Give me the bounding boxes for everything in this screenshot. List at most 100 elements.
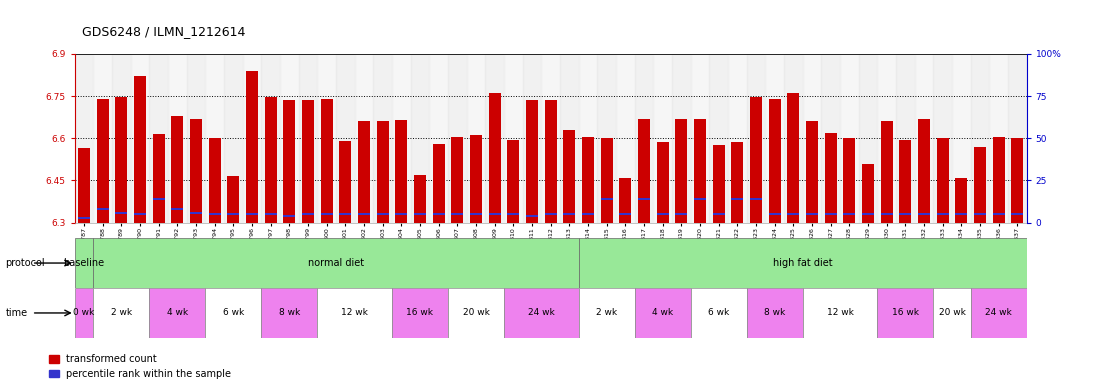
Bar: [601, 198, 613, 200]
Bar: [93, 238, 579, 288]
Bar: [321, 99, 333, 223]
Bar: [601, 138, 613, 223]
Bar: [787, 93, 799, 223]
Bar: [317, 288, 392, 338]
Bar: [653, 54, 672, 223]
Bar: [451, 213, 463, 215]
Text: 24 wk: 24 wk: [985, 308, 1012, 318]
Bar: [750, 98, 762, 223]
Text: 8 wk: 8 wk: [279, 308, 300, 318]
Bar: [190, 212, 202, 214]
Text: time: time: [5, 308, 27, 318]
Bar: [1011, 138, 1023, 223]
Bar: [280, 54, 299, 223]
Bar: [694, 119, 706, 223]
Bar: [526, 100, 538, 223]
Bar: [355, 54, 373, 223]
Bar: [657, 142, 669, 223]
Bar: [918, 213, 930, 215]
Bar: [93, 54, 112, 223]
Text: GDS6248 / ILMN_1212614: GDS6248 / ILMN_1212614: [82, 25, 246, 38]
Bar: [915, 54, 933, 223]
Bar: [675, 119, 687, 223]
Bar: [339, 141, 351, 223]
Bar: [246, 71, 258, 223]
Bar: [395, 120, 407, 223]
Bar: [899, 140, 911, 223]
Bar: [825, 213, 837, 215]
Bar: [862, 213, 874, 215]
Bar: [619, 213, 631, 215]
Text: 12 wk: 12 wk: [827, 308, 853, 318]
Bar: [489, 93, 501, 223]
Bar: [302, 100, 314, 223]
Bar: [672, 54, 691, 223]
Bar: [803, 288, 877, 338]
Text: 16 wk: 16 wk: [406, 308, 434, 318]
Bar: [429, 54, 448, 223]
Bar: [541, 54, 560, 223]
Bar: [209, 213, 221, 215]
Bar: [131, 54, 149, 223]
Text: baseline: baseline: [64, 258, 104, 268]
Bar: [582, 213, 594, 215]
Bar: [747, 54, 765, 223]
Bar: [616, 54, 635, 223]
Bar: [896, 54, 915, 223]
Text: 24 wk: 24 wk: [528, 308, 554, 318]
Bar: [489, 213, 501, 215]
Bar: [750, 198, 762, 200]
Bar: [283, 215, 295, 217]
Bar: [784, 54, 803, 223]
Bar: [358, 121, 370, 223]
Bar: [694, 198, 706, 200]
Bar: [675, 213, 687, 215]
Text: high fat diet: high fat diet: [773, 258, 832, 268]
Bar: [731, 198, 743, 200]
Bar: [635, 54, 653, 223]
Bar: [713, 213, 725, 215]
Bar: [825, 132, 837, 223]
Bar: [881, 213, 893, 215]
Bar: [504, 288, 579, 338]
Bar: [392, 288, 448, 338]
Bar: [265, 98, 277, 223]
Bar: [261, 288, 317, 338]
Bar: [134, 213, 146, 215]
Bar: [803, 54, 821, 223]
Bar: [470, 213, 482, 215]
Bar: [821, 54, 840, 223]
Bar: [989, 54, 1008, 223]
Bar: [971, 288, 1027, 338]
Bar: [265, 213, 277, 215]
Text: 0 wk: 0 wk: [74, 308, 94, 318]
Bar: [971, 54, 989, 223]
Bar: [377, 213, 389, 215]
Bar: [635, 288, 691, 338]
Bar: [504, 54, 523, 223]
Bar: [283, 100, 295, 223]
Text: 6 wk: 6 wk: [223, 308, 244, 318]
Bar: [78, 217, 90, 218]
Bar: [395, 213, 407, 215]
Bar: [451, 137, 463, 223]
Text: 20 wk: 20 wk: [939, 308, 965, 318]
Text: 2 wk: 2 wk: [596, 308, 617, 318]
Bar: [769, 213, 781, 215]
Bar: [691, 288, 747, 338]
Text: normal diet: normal diet: [307, 258, 365, 268]
Bar: [881, 121, 893, 223]
Bar: [993, 137, 1005, 223]
Bar: [470, 136, 482, 223]
Text: protocol: protocol: [5, 258, 45, 268]
Bar: [859, 54, 877, 223]
Bar: [190, 119, 202, 223]
Text: 4 wk: 4 wk: [167, 308, 188, 318]
Bar: [877, 54, 896, 223]
Bar: [507, 140, 519, 223]
Bar: [243, 54, 261, 223]
Bar: [93, 288, 149, 338]
Bar: [933, 54, 952, 223]
Bar: [747, 288, 803, 338]
Bar: [843, 213, 855, 215]
